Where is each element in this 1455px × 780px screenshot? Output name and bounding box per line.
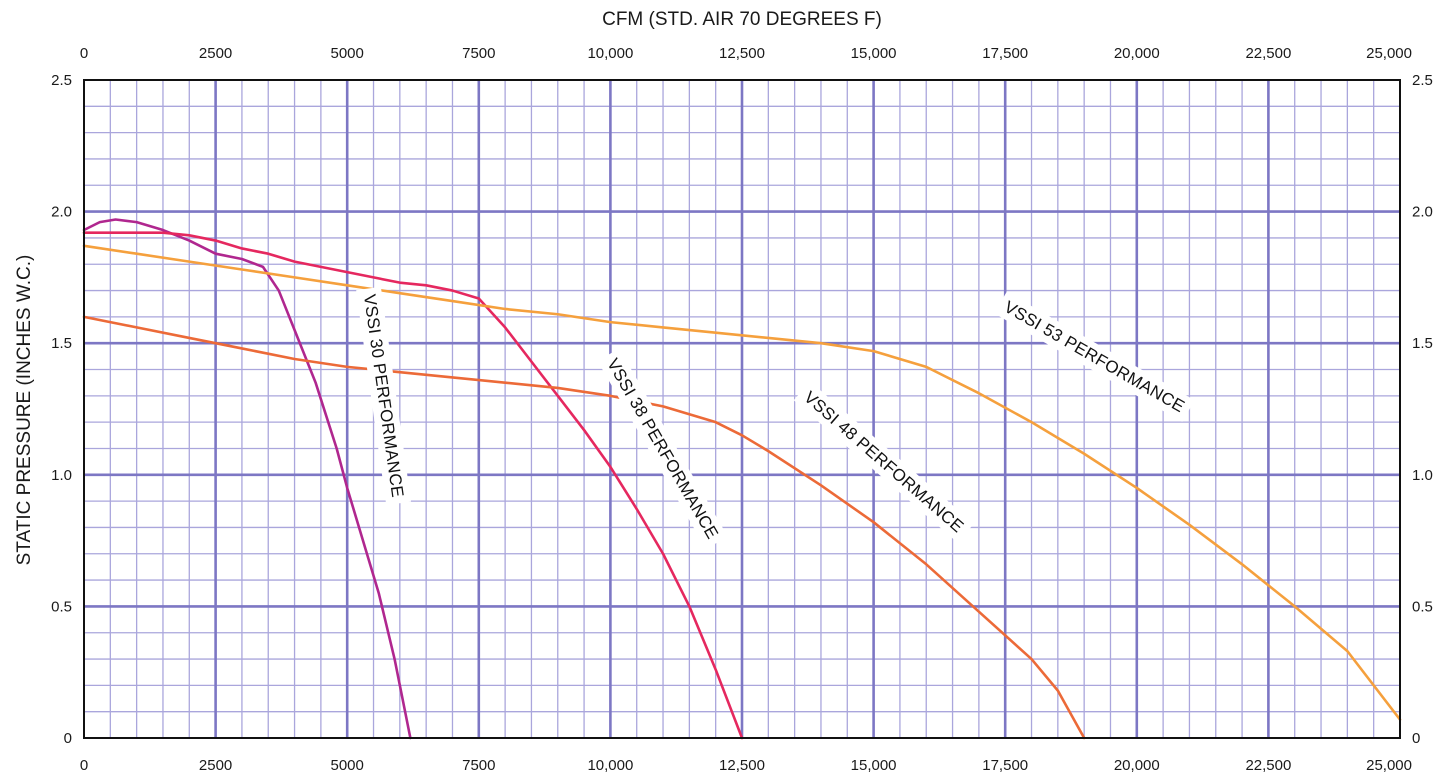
x-tick-label-bottom: 15,000 xyxy=(851,757,897,774)
y-tick-label-right: 2.0 xyxy=(1412,204,1433,221)
y-tick-label-left: 1.0 xyxy=(51,467,72,484)
x-tick-label-top: 17,500 xyxy=(982,45,1028,62)
major-grid xyxy=(84,80,1400,738)
series-label-background xyxy=(994,291,1195,422)
y-tick-label-right: 0 xyxy=(1412,730,1420,747)
x-axis-title-top: CFM (STD. AIR 70 DEGREES F) xyxy=(602,9,882,30)
x-tick-label-top: 0 xyxy=(80,45,88,62)
series-label-3: VSSI 48 PERFORMANCE xyxy=(800,388,967,537)
y-tick-label-left: 2.5 xyxy=(51,72,72,89)
x-tick-label-bottom: 10,000 xyxy=(587,757,633,774)
x-tick-label-bottom: 12,500 xyxy=(719,757,765,774)
y-tick-label-left: 0 xyxy=(64,730,72,747)
y-tick-label-right: 1.5 xyxy=(1412,335,1433,352)
x-tick-label-top: 20,000 xyxy=(1114,45,1160,62)
series-label-4: VSSI 53 PERFORMANCE xyxy=(1001,297,1188,416)
curve-labels: VSSI 30 PERFORMANCE VSSI 38 PERFORMANCE VS… xyxy=(356,286,1195,549)
x-tick-label-top: 15,000 xyxy=(851,45,897,62)
x-tick-label-top: 10,000 xyxy=(587,45,633,62)
y-axis-title: STATIC PRESSURE (INCHES W.C.) xyxy=(14,255,35,566)
x-tick-label-bottom: 2500 xyxy=(199,757,232,774)
y-tick-label-right: 2.5 xyxy=(1412,72,1433,89)
y-tick-label-left: 0.5 xyxy=(51,598,72,615)
x-tick-label-top: 5000 xyxy=(331,45,364,62)
plot-frame xyxy=(83,79,1401,739)
y-tick-label-left: 2.0 xyxy=(51,204,72,221)
x-tick-label-top: 22,500 xyxy=(1245,45,1291,62)
x-tick-label-top: 12,500 xyxy=(719,45,765,62)
x-tick-label-bottom: 17,500 xyxy=(982,757,1028,774)
series-line-4 xyxy=(82,244,1402,721)
tick-labels: 0025002500500050007500750010,00010,00012… xyxy=(51,45,1433,774)
y-tick-label-left: 1.5 xyxy=(51,335,72,352)
x-tick-label-bottom: 0 xyxy=(80,757,88,774)
performance-curves xyxy=(82,218,1402,740)
series-label-background xyxy=(597,348,728,549)
x-tick-label-bottom: 7500 xyxy=(462,757,495,774)
x-tick-label-top: 7500 xyxy=(462,45,495,62)
series-label-background xyxy=(356,286,412,506)
series-line-2 xyxy=(82,231,744,740)
series-label-group-4: VSSI 53 PERFORMANCE xyxy=(994,291,1195,422)
x-tick-label-bottom: 5000 xyxy=(331,757,364,774)
y-tick-label-right: 0.5 xyxy=(1412,598,1433,615)
series-label-background xyxy=(793,381,974,543)
series-line-1 xyxy=(82,218,412,740)
x-tick-label-bottom: 22,500 xyxy=(1245,757,1291,774)
y-tick-label-right: 1.0 xyxy=(1412,467,1433,484)
x-tick-label-top: 2500 xyxy=(199,45,232,62)
x-tick-label-bottom: 25,000 xyxy=(1366,757,1412,774)
x-tick-label-bottom: 20,000 xyxy=(1114,757,1160,774)
x-tick-label-top: 25,000 xyxy=(1366,45,1412,62)
